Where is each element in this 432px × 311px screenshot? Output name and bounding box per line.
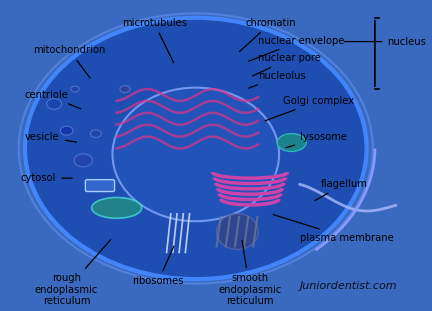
Circle shape	[74, 154, 92, 167]
Text: cytosol: cytosol	[21, 173, 72, 183]
Text: nucleolus: nucleolus	[248, 71, 306, 88]
Text: Golgi complex: Golgi complex	[265, 96, 354, 121]
Circle shape	[47, 99, 62, 109]
Circle shape	[71, 86, 79, 92]
FancyBboxPatch shape	[86, 180, 114, 192]
Text: lysosome: lysosome	[286, 132, 347, 148]
Ellipse shape	[92, 197, 142, 218]
Text: nucleus: nucleus	[344, 37, 426, 47]
Circle shape	[90, 130, 101, 137]
Text: rough
endoplasmic
reticulum: rough endoplasmic reticulum	[35, 240, 111, 306]
Ellipse shape	[25, 18, 367, 279]
Text: chromatin: chromatin	[239, 18, 296, 52]
Circle shape	[60, 126, 73, 135]
Ellipse shape	[112, 88, 279, 221]
Circle shape	[120, 86, 130, 93]
Text: microtubules: microtubules	[122, 18, 187, 63]
Text: smooth
endoplasmic
reticulum: smooth endoplasmic reticulum	[218, 240, 282, 306]
Text: plasma membrane: plasma membrane	[273, 215, 394, 243]
Text: Juniordentist.com: Juniordentist.com	[300, 281, 397, 291]
Text: centriole: centriole	[25, 90, 81, 109]
Text: vesicle: vesicle	[25, 132, 76, 142]
Text: nuclear pore: nuclear pore	[252, 53, 321, 76]
Text: flagellum: flagellum	[315, 179, 368, 201]
Ellipse shape	[216, 214, 258, 249]
Ellipse shape	[277, 134, 306, 151]
Text: ribosomes: ribosomes	[133, 246, 184, 286]
Text: mitochondrion: mitochondrion	[33, 45, 106, 78]
Text: nuclear envelope: nuclear envelope	[248, 36, 345, 61]
